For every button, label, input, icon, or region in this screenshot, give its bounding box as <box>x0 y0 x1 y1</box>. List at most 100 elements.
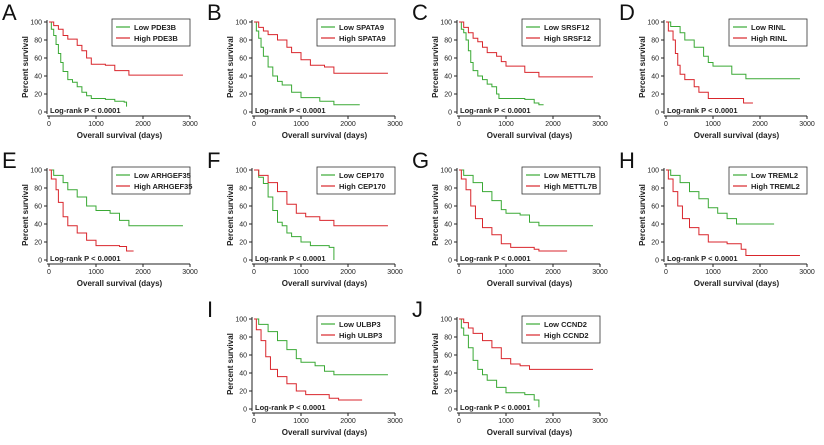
x-tick-label: 3000 <box>592 121 608 128</box>
y-axis-label: Percent survival <box>226 184 235 246</box>
survival-curve-low <box>459 318 540 408</box>
survival-curve-low <box>254 169 335 260</box>
x-tick-label: 0 <box>252 418 256 425</box>
panel-letter: G <box>412 148 430 173</box>
legend-entry: Low ULBP3 <box>339 320 381 329</box>
y-tick-label: 60 <box>239 56 247 63</box>
panel-letter: H <box>619 148 635 173</box>
y-tick-label: 100 <box>440 168 452 175</box>
x-tick-label: 2000 <box>545 121 561 128</box>
panel-h: H 0 20 40 60 80 100 0 1000 2000 3000 Overall surviv… <box>617 148 823 296</box>
x-tick-label: 1000 <box>705 121 721 128</box>
y-tick-label: 100 <box>440 317 452 324</box>
y-tick-label: 0 <box>448 258 452 265</box>
legend-entry: High TREML2 <box>751 182 800 191</box>
legend-entry: High ULBP3 <box>339 331 382 340</box>
y-tick-label: 100 <box>235 317 247 324</box>
y-tick-label: 20 <box>651 240 659 247</box>
y-tick-label: 60 <box>651 204 659 211</box>
y-tick-label: 60 <box>444 56 452 63</box>
x-tick-label: 1000 <box>498 269 514 276</box>
y-tick-label: 100 <box>235 20 247 27</box>
y-tick-label: 60 <box>34 56 42 63</box>
legend: Low CEP170 High CEP170 <box>316 166 396 195</box>
y-tick-label: 60 <box>444 204 452 211</box>
y-tick-label: 40 <box>239 74 247 81</box>
legend-entry: High METTL7B <box>544 182 598 191</box>
legend: Low PDE3B High PDE3B <box>111 18 191 47</box>
y-tick-label: 20 <box>34 92 42 99</box>
x-tick-label: 3000 <box>592 418 608 425</box>
y-tick-label: 100 <box>30 168 42 175</box>
y-tick-label: 80 <box>239 186 247 193</box>
x-axis-label: Overall survival (days) <box>694 279 780 288</box>
y-tick-label: 100 <box>647 168 659 175</box>
y-tick-label: 40 <box>444 74 452 81</box>
y-tick-label: 20 <box>651 92 659 99</box>
x-tick-label: 3000 <box>182 269 198 276</box>
legend-entry: High RINL <box>751 34 788 43</box>
logrank-annotation: Log-rank P < 0.0001 <box>667 254 738 263</box>
panel-b: B 0 20 40 60 80 100 0 1000 2000 3000 Overall surviv… <box>205 0 411 148</box>
x-axis-label: Overall survival (days) <box>487 428 573 437</box>
legend-box <box>521 166 601 195</box>
y-tick-label: 0 <box>243 407 247 414</box>
survival-curve-high <box>49 21 183 76</box>
y-tick-label: 0 <box>38 258 42 265</box>
legend-entry: Low SPATA9 <box>339 23 384 32</box>
survival-curve-low <box>254 318 388 376</box>
panel-letter: E <box>2 148 17 173</box>
x-tick-label: 0 <box>457 269 461 276</box>
y-tick-label: 100 <box>30 20 42 27</box>
legend: Low RINL High RINL <box>728 18 808 47</box>
panel-letter: F <box>207 148 221 173</box>
y-tick-label: 20 <box>239 389 247 396</box>
x-tick-label: 0 <box>252 269 256 276</box>
panel-letter: D <box>619 0 635 25</box>
y-axis-label: Percent survival <box>431 333 440 395</box>
survival-curve-low <box>49 21 128 107</box>
legend-box <box>521 18 601 47</box>
survival-curve-low <box>666 169 775 225</box>
y-tick-label: 20 <box>444 92 452 99</box>
y-tick-label: 40 <box>239 222 247 229</box>
y-tick-label: 80 <box>651 186 659 193</box>
y-tick-label: 20 <box>239 92 247 99</box>
survival-curve-low <box>666 21 800 80</box>
legend-entry: Low CEP170 <box>339 171 384 180</box>
x-tick-label: 0 <box>664 121 668 128</box>
y-tick-label: 0 <box>38 110 42 117</box>
survival-curve-high <box>459 21 593 78</box>
x-tick-label: 1000 <box>498 121 514 128</box>
logrank-annotation: Log-rank P < 0.0001 <box>50 254 121 263</box>
panel-e: E 0 20 40 60 80 100 0 1000 2000 3000 Overall surviv… <box>0 148 206 296</box>
legend-box <box>316 166 396 195</box>
x-tick-label: 3000 <box>182 121 198 128</box>
x-tick-label: 2000 <box>135 121 151 128</box>
x-axis-label: Overall survival (days) <box>487 279 573 288</box>
survival-curve-high <box>459 318 593 370</box>
legend: Low ULBP3 High ULBP3 <box>316 315 396 344</box>
x-tick-label: 1000 <box>293 121 309 128</box>
x-tick-label: 3000 <box>387 121 403 128</box>
panel-f: F 0 20 40 60 80 100 0 1000 2000 3000 Overall surviv… <box>205 148 411 296</box>
legend-entry: Low RINL <box>751 23 786 32</box>
y-axis-label: Percent survival <box>226 36 235 98</box>
x-tick-label: 1000 <box>88 269 104 276</box>
x-tick-label: 2000 <box>340 418 356 425</box>
legend-entry: High PDE3B <box>134 34 178 43</box>
panel-g: G 0 20 40 60 80 100 0 1000 2000 3000 Overall surviv… <box>410 148 616 296</box>
y-tick-label: 0 <box>243 258 247 265</box>
x-tick-label: 1000 <box>293 269 309 276</box>
y-tick-label: 80 <box>34 186 42 193</box>
legend-box <box>728 18 808 47</box>
logrank-annotation: Log-rank P < 0.0001 <box>255 254 326 263</box>
x-tick-label: 1000 <box>705 269 721 276</box>
y-axis-label: Percent survival <box>226 333 235 395</box>
legend-entry: High SPATA9 <box>339 34 386 43</box>
logrank-annotation: Log-rank P < 0.0001 <box>460 254 531 263</box>
y-tick-label: 80 <box>239 38 247 45</box>
